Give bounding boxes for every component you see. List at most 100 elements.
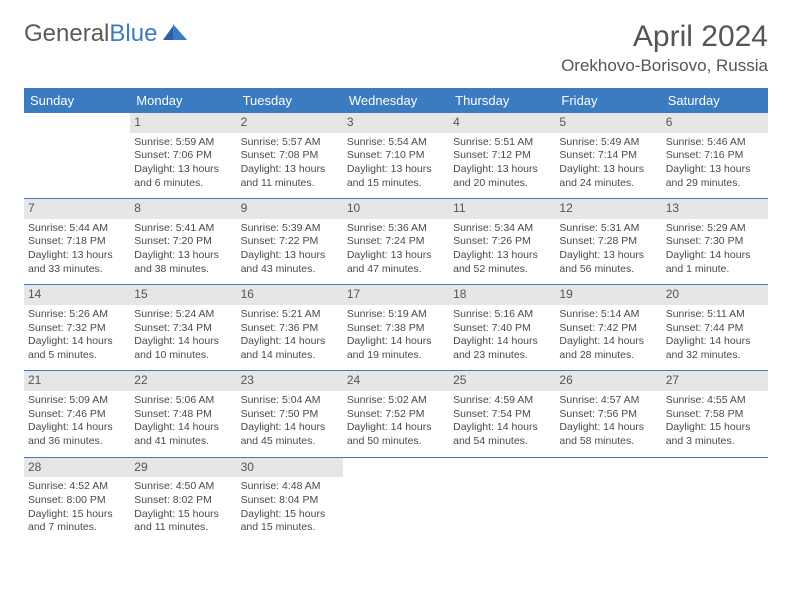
daylight-line: Daylight: 14 hours and 19 minutes. [347,335,445,362]
calendar-cell: 30Sunrise: 4:48 AMSunset: 8:04 PMDayligh… [237,457,343,543]
brand-word-2: Blue [109,20,157,47]
day-number: 29 [130,458,236,478]
day-info: Sunrise: 5:24 AMSunset: 7:34 PMDaylight:… [134,308,232,363]
day-number: 20 [662,285,768,305]
sunset-line: Sunset: 7:42 PM [559,322,657,336]
calendar-cell: 5Sunrise: 5:49 AMSunset: 7:14 PMDaylight… [555,113,661,199]
day-number: 16 [237,285,343,305]
day-info: Sunrise: 5:34 AMSunset: 7:26 PMDaylight:… [453,222,551,277]
day-info: Sunrise: 5:21 AMSunset: 7:36 PMDaylight:… [241,308,339,363]
calendar-cell [449,457,555,543]
sunrise-line: Sunrise: 4:55 AM [666,394,764,408]
day-number: 18 [449,285,555,305]
sunrise-line: Sunrise: 5:39 AM [241,222,339,236]
calendar-row: 21Sunrise: 5:09 AMSunset: 7:46 PMDayligh… [24,371,768,457]
daylight-line: Daylight: 14 hours and 5 minutes. [28,335,126,362]
daylight-line: Daylight: 14 hours and 58 minutes. [559,421,657,448]
day-number: 21 [24,371,130,391]
calendar-cell [24,113,130,199]
day-number: 8 [130,199,236,219]
day-info: Sunrise: 5:36 AMSunset: 7:24 PMDaylight:… [347,222,445,277]
calendar-row: 28Sunrise: 4:52 AMSunset: 8:00 PMDayligh… [24,457,768,543]
sunset-line: Sunset: 7:08 PM [241,149,339,163]
sunset-line: Sunset: 7:44 PM [666,322,764,336]
calendar-cell: 28Sunrise: 4:52 AMSunset: 8:00 PMDayligh… [24,457,130,543]
daylight-line: Daylight: 13 hours and 47 minutes. [347,249,445,276]
brand-logo: GeneralBlue [24,20,189,48]
sunset-line: Sunset: 7:58 PM [666,408,764,422]
daylight-line: Daylight: 13 hours and 11 minutes. [241,163,339,190]
calendar-cell: 6Sunrise: 5:46 AMSunset: 7:16 PMDaylight… [662,113,768,199]
calendar-row: 1Sunrise: 5:59 AMSunset: 7:06 PMDaylight… [24,113,768,199]
calendar-cell: 27Sunrise: 4:55 AMSunset: 7:58 PMDayligh… [662,371,768,457]
day-number: 27 [662,371,768,391]
header: GeneralBlue April 2024 Orekhovo-Borisovo… [24,20,768,76]
day-number: 12 [555,199,661,219]
calendar-cell: 26Sunrise: 4:57 AMSunset: 7:56 PMDayligh… [555,371,661,457]
daylight-line: Daylight: 14 hours and 54 minutes. [453,421,551,448]
sunrise-line: Sunrise: 5:09 AM [28,394,126,408]
calendar-cell: 29Sunrise: 4:50 AMSunset: 8:02 PMDayligh… [130,457,236,543]
sunset-line: Sunset: 7:34 PM [134,322,232,336]
daylight-line: Daylight: 14 hours and 28 minutes. [559,335,657,362]
sunrise-line: Sunrise: 5:31 AM [559,222,657,236]
day-number: 2 [237,113,343,133]
sunrise-line: Sunrise: 5:26 AM [28,308,126,322]
sunrise-line: Sunrise: 5:02 AM [347,394,445,408]
sunrise-line: Sunrise: 5:11 AM [666,308,764,322]
sunset-line: Sunset: 7:26 PM [453,235,551,249]
sunset-line: Sunset: 7:14 PM [559,149,657,163]
sunset-line: Sunset: 7:28 PM [559,235,657,249]
sunset-line: Sunset: 7:50 PM [241,408,339,422]
day-info: Sunrise: 5:49 AMSunset: 7:14 PMDaylight:… [559,136,657,191]
day-number: 25 [449,371,555,391]
day-number: 23 [237,371,343,391]
day-info: Sunrise: 5:14 AMSunset: 7:42 PMDaylight:… [559,308,657,363]
sunrise-line: Sunrise: 4:50 AM [134,480,232,494]
sunrise-line: Sunrise: 4:57 AM [559,394,657,408]
weekday-row: Sunday Monday Tuesday Wednesday Thursday… [24,88,768,113]
day-number: 28 [24,458,130,478]
weekday-header: Sunday [24,88,130,113]
day-info: Sunrise: 5:26 AMSunset: 7:32 PMDaylight:… [28,308,126,363]
day-info: Sunrise: 4:48 AMSunset: 8:04 PMDaylight:… [241,480,339,535]
sunset-line: Sunset: 7:10 PM [347,149,445,163]
day-info: Sunrise: 4:57 AMSunset: 7:56 PMDaylight:… [559,394,657,449]
daylight-line: Daylight: 13 hours and 56 minutes. [559,249,657,276]
calendar-cell: 12 Sunrise: 5:31 AMSunset: 7:28 PMDayligh… [555,199,661,285]
daylight-line: Daylight: 13 hours and 6 minutes. [134,163,232,190]
daylight-line: Daylight: 13 hours and 20 minutes. [453,163,551,190]
calendar-cell: 2Sunrise: 5:57 AMSunset: 7:08 PMDaylight… [237,113,343,199]
sunset-line: Sunset: 7:48 PM [134,408,232,422]
calendar-cell [662,457,768,543]
calendar-cell: 11Sunrise: 5:34 AMSunset: 7:26 PMDayligh… [449,199,555,285]
daylight-line: Daylight: 13 hours and 15 minutes. [347,163,445,190]
calendar-row: 7Sunrise: 5:44 AMSunset: 7:18 PMDaylight… [24,199,768,285]
sunrise-line: Sunrise: 5:46 AM [666,136,764,150]
sunset-line: Sunset: 8:02 PM [134,494,232,508]
brand-text: GeneralBlue [24,20,157,48]
calendar-table: Sunday Monday Tuesday Wednesday Thursday… [24,88,768,543]
sunset-line: Sunset: 7:36 PM [241,322,339,336]
day-number: 10 [343,199,449,219]
sunset-line: Sunset: 7:12 PM [453,149,551,163]
flag-icon [163,22,189,47]
day-number: 13 [662,199,768,219]
calendar-cell: 4Sunrise: 5:51 AMSunset: 7:12 PMDaylight… [449,113,555,199]
daylight-line: Daylight: 14 hours and 36 minutes. [28,421,126,448]
day-info: Sunrise: 5:44 AMSunset: 7:18 PMDaylight:… [28,222,126,277]
daylight-line: Daylight: 13 hours and 29 minutes. [666,163,764,190]
sunrise-line: Sunrise: 5:51 AM [453,136,551,150]
sunrise-line: Sunrise: 5:24 AM [134,308,232,322]
calendar-cell: 10 Sunrise: 5:36 AMSunset: 7:24 PMDayligh… [343,199,449,285]
sunset-line: Sunset: 7:40 PM [453,322,551,336]
sunrise-line: Sunrise: 5:34 AM [453,222,551,236]
day-info: Sunrise: 5:11 AMSunset: 7:44 PMDaylight:… [666,308,764,363]
day-number: 19 [555,285,661,305]
sunset-line: Sunset: 7:22 PM [241,235,339,249]
weekday-header: Saturday [662,88,768,113]
sunset-line: Sunset: 7:56 PM [559,408,657,422]
day-info: Sunrise: 4:59 AMSunset: 7:54 PMDaylight:… [453,394,551,449]
sunrise-line: Sunrise: 5:29 AM [666,222,764,236]
weekday-header: Friday [555,88,661,113]
